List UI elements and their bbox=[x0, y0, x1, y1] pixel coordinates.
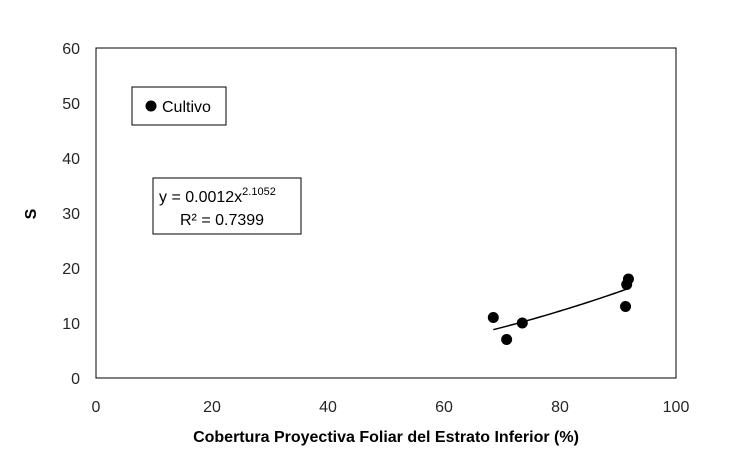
x-tick-label: 100 bbox=[663, 399, 690, 416]
x-axis-title: Cobertura Proyectiva Foliar del Estrato … bbox=[193, 429, 579, 446]
x-axis-ticks: 0 20 40 60 80 100 bbox=[92, 399, 690, 416]
y-tick-label: 30 bbox=[62, 206, 80, 223]
y-tick-label: 60 bbox=[62, 41, 80, 58]
points-layer bbox=[487, 273, 634, 345]
trendline-layer bbox=[493, 287, 629, 331]
equation-box-frame bbox=[152, 177, 302, 235]
y-axis-title: S bbox=[23, 208, 40, 219]
x-tick-label: 40 bbox=[319, 399, 337, 416]
y-tick-label: 0 bbox=[71, 371, 80, 388]
r-squared-text: R² = 0.7399 bbox=[180, 212, 264, 229]
legend-label: Cultivo bbox=[162, 99, 211, 116]
y-tick-label: 50 bbox=[62, 96, 80, 113]
x-tick-label: 20 bbox=[203, 399, 221, 416]
x-tick-label: 0 bbox=[92, 399, 101, 416]
y-tick-label: 10 bbox=[62, 316, 80, 333]
data-point bbox=[501, 334, 513, 345]
data-point bbox=[487, 312, 499, 323]
equation-main: y = 0.0012x bbox=[159, 189, 242, 206]
x-tick-label: 60 bbox=[435, 399, 453, 416]
equation-exponent: 2.1052 bbox=[242, 186, 276, 198]
legend-marker bbox=[145, 100, 157, 112]
data-point bbox=[620, 301, 632, 312]
x-tick-label: 80 bbox=[551, 399, 569, 416]
y-axis-ticks: 0 10 20 30 40 50 60 bbox=[62, 41, 80, 388]
data-point bbox=[516, 317, 528, 329]
data-point bbox=[622, 273, 634, 285]
equation-text: y = 0.0012x2.1052 bbox=[159, 186, 276, 206]
trendline bbox=[493, 287, 629, 331]
y-tick-label: 40 bbox=[62, 151, 80, 168]
legend: Cultivo bbox=[131, 86, 227, 126]
equation-box: y = 0.0012x2.1052 R² = 0.7399 bbox=[152, 177, 302, 235]
y-tick-label: 20 bbox=[62, 261, 80, 278]
